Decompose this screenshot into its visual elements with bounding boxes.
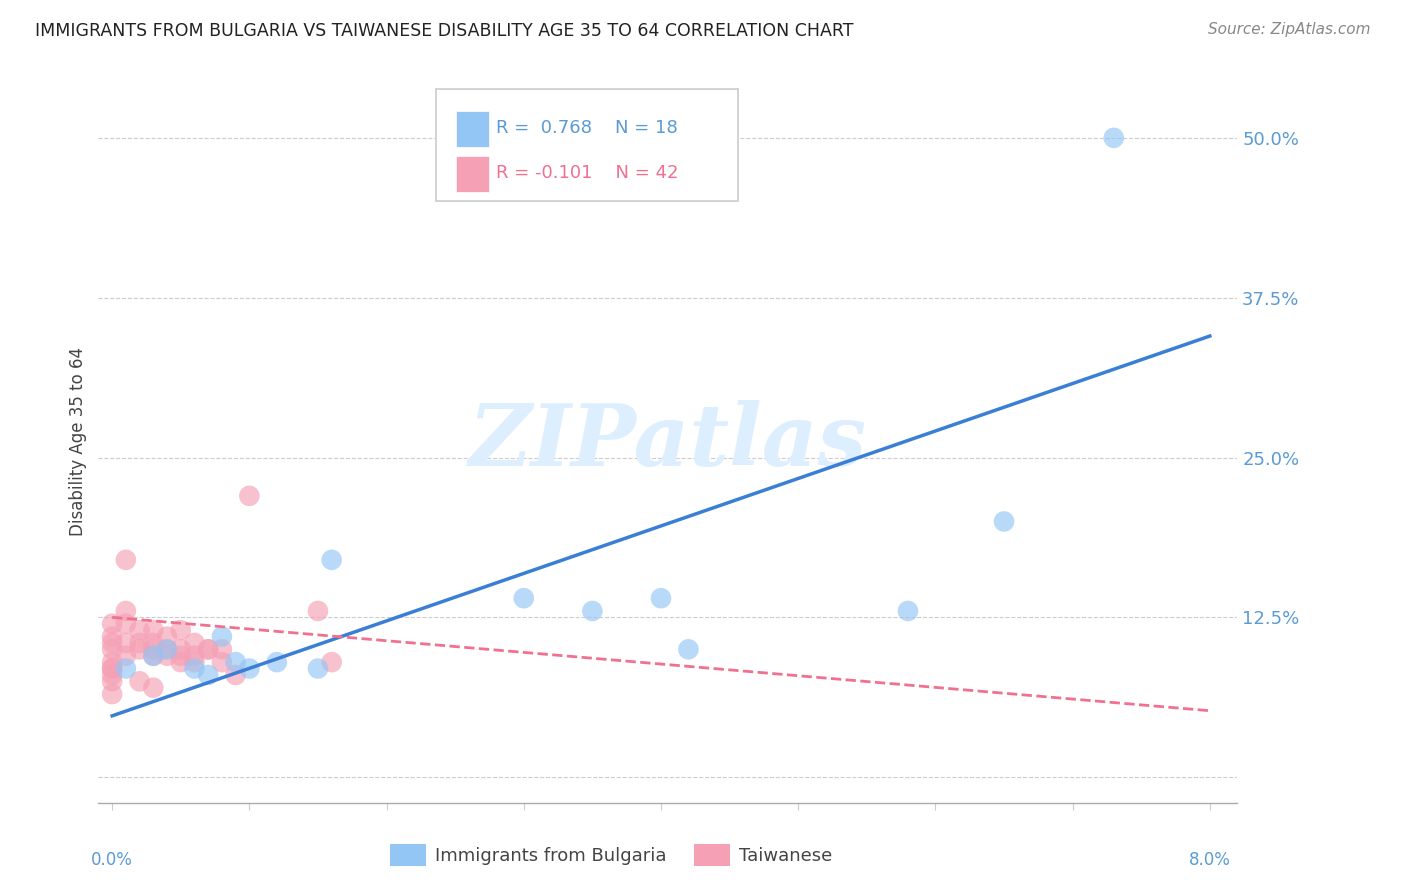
Text: R = -0.101    N = 42: R = -0.101 N = 42 [496,164,679,182]
Point [238,661,260,675]
Point [115,616,138,631]
Point [156,642,179,657]
Point [156,648,179,663]
Point [183,655,205,669]
Text: ZIPatlas: ZIPatlas [468,400,868,483]
Point [101,655,124,669]
Point [183,648,205,663]
Point [128,642,150,657]
Y-axis label: Disability Age 35 to 64: Disability Age 35 to 64 [69,347,87,536]
Point [101,661,124,675]
Point [142,623,165,637]
Text: 8.0%: 8.0% [1189,851,1230,870]
Point [197,642,219,657]
Point [307,661,329,675]
Point [225,655,247,669]
Point [170,623,193,637]
Text: Source: ZipAtlas.com: Source: ZipAtlas.com [1208,22,1371,37]
Point [678,642,700,657]
Point [101,630,124,644]
Point [266,655,288,669]
Point [993,515,1015,529]
Point [1102,131,1125,145]
Point [513,591,536,606]
Point [897,604,920,618]
Point [115,604,138,618]
Point [183,636,205,650]
Point [128,636,150,650]
Point [156,642,179,657]
Point [321,553,343,567]
Point [115,553,138,567]
Point [101,687,124,701]
Point [142,642,165,657]
Point [197,668,219,682]
Text: IMMIGRANTS FROM BULGARIA VS TAIWANESE DISABILITY AGE 35 TO 64 CORRELATION CHART: IMMIGRANTS FROM BULGARIA VS TAIWANESE DI… [35,22,853,40]
Point [170,655,193,669]
Point [170,642,193,657]
Point [101,642,124,657]
Point [128,623,150,637]
Text: R =  0.768    N = 18: R = 0.768 N = 18 [496,120,678,137]
Point [581,604,603,618]
Point [183,661,205,675]
Point [170,648,193,663]
Point [238,489,260,503]
Point [321,655,343,669]
Point [115,648,138,663]
Point [142,648,165,663]
Point [307,604,329,618]
Point [101,636,124,650]
Point [225,668,247,682]
Point [142,681,165,695]
Point [115,636,138,650]
Point [211,630,233,644]
Point [211,642,233,657]
Point [101,661,124,675]
Point [128,674,150,689]
Point [142,636,165,650]
Point [156,630,179,644]
Point [650,591,672,606]
Point [115,661,138,675]
Point [197,642,219,657]
Point [101,668,124,682]
Point [211,655,233,669]
Point [101,616,124,631]
Legend: Immigrants from Bulgaria, Taiwanese: Immigrants from Bulgaria, Taiwanese [382,837,839,873]
Point [142,648,165,663]
Point [101,674,124,689]
Text: 0.0%: 0.0% [91,851,134,870]
